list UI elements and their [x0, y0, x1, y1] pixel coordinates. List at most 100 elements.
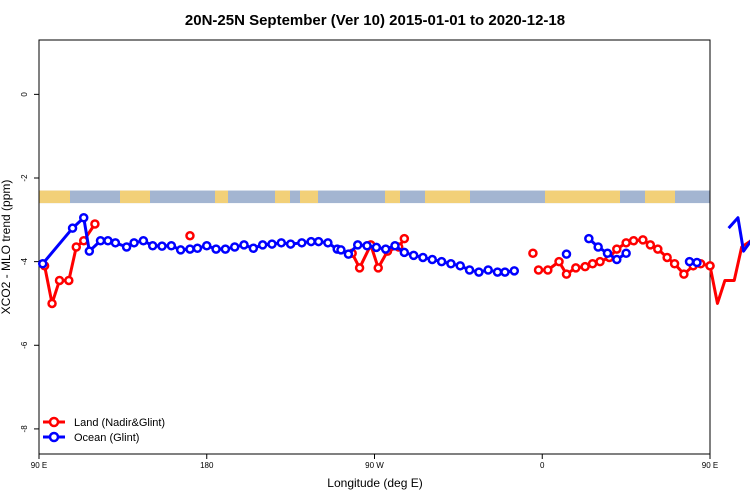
map-band-land [545, 190, 620, 204]
data-point [500, 267, 510, 277]
data-point [408, 250, 419, 261]
y-tick-label: -4 [20, 258, 29, 266]
data-point [90, 219, 100, 229]
data-point [621, 248, 631, 259]
data-point [129, 238, 139, 248]
data-point [202, 240, 212, 251]
legend-land-marker [48, 416, 60, 428]
series-layer [37, 212, 750, 309]
data-point [157, 241, 167, 251]
x-tick-label: 90 E [702, 461, 718, 470]
map-band-land [215, 190, 228, 204]
data-point [446, 258, 456, 269]
legend-land-label: Land (Nadir&Glint) [74, 417, 165, 429]
data-point [543, 265, 553, 275]
data-point [692, 257, 702, 268]
data-point [561, 249, 572, 259]
legend-ocean-label: Ocean (Glint) [74, 432, 139, 444]
data-point [373, 263, 383, 273]
map-band-land [39, 190, 70, 204]
chart-title: 20N-25N September (Ver 10) 2015-01-01 to… [185, 12, 565, 29]
data-point [121, 242, 132, 252]
data-point [554, 256, 564, 267]
x-tick-label: 90 E [31, 461, 47, 470]
series-land [39, 219, 750, 309]
y-tick-label: -6 [20, 341, 29, 349]
data-point [483, 265, 493, 275]
data-point [47, 298, 57, 309]
data-point [399, 233, 410, 244]
data-point [509, 266, 520, 276]
data-point [103, 235, 113, 246]
data-point [166, 240, 177, 251]
data-point [71, 242, 82, 252]
data-point [138, 235, 149, 246]
data-point [37, 258, 48, 269]
legend: Land (Nadir&Glint) Ocean (Glint) [43, 416, 165, 444]
data-point [528, 248, 538, 259]
plot-area [39, 190, 710, 204]
data-point [621, 238, 631, 248]
data-point [492, 267, 503, 277]
data-point [257, 240, 268, 250]
data-point [192, 243, 203, 254]
map-band-land [645, 190, 675, 204]
map-band-ocean [39, 190, 710, 204]
data-point [185, 230, 195, 241]
map-band-land [425, 190, 470, 204]
data-point [239, 240, 249, 250]
data-point [580, 261, 590, 272]
series-line [708, 239, 750, 305]
data-point [175, 245, 186, 255]
data-point [455, 261, 465, 271]
data-point [399, 247, 410, 258]
legend-ocean-marker [48, 431, 60, 443]
data-point [276, 238, 287, 248]
map-band-land [120, 190, 150, 204]
y-tick-label: -2 [20, 174, 29, 182]
data-point [380, 244, 391, 254]
data-point [584, 233, 594, 244]
data-point [464, 265, 475, 275]
series-ocean [37, 212, 750, 277]
data-point [533, 265, 544, 275]
series-line [727, 216, 750, 253]
data-point [427, 254, 438, 265]
data-point [220, 244, 231, 254]
data-point [684, 256, 695, 267]
map-band-land [275, 190, 290, 204]
data-point [638, 235, 648, 245]
data-point [679, 269, 689, 279]
x-tick-label: 0 [540, 461, 545, 470]
data-point [362, 240, 372, 251]
data-point [352, 240, 363, 250]
data-point [229, 242, 240, 252]
data-point [662, 252, 672, 263]
y-tick-label: -8 [20, 425, 29, 433]
data-point [602, 248, 613, 259]
data-point [297, 238, 307, 248]
data-point [436, 256, 447, 267]
data-point [595, 256, 605, 267]
data-point [612, 244, 622, 254]
data-point [147, 240, 158, 251]
data-point [323, 238, 333, 248]
data-point [587, 258, 598, 269]
data-point [248, 243, 259, 254]
data-point [267, 239, 277, 249]
data-point [371, 242, 382, 253]
data-point [418, 252, 428, 263]
data-point [95, 235, 106, 246]
map-band-land [385, 190, 400, 204]
data-point [54, 275, 65, 286]
data-point [285, 239, 296, 249]
data-point [84, 246, 95, 256]
data-point [705, 261, 715, 271]
data-point [313, 236, 324, 247]
data-point [67, 223, 78, 233]
data-point [474, 267, 484, 277]
data-point [78, 212, 89, 223]
x-axis-ticks: 90 E 180 90 W 0 90 E [31, 454, 718, 470]
data-point [185, 244, 195, 254]
y-tick-label: 0 [20, 92, 29, 97]
